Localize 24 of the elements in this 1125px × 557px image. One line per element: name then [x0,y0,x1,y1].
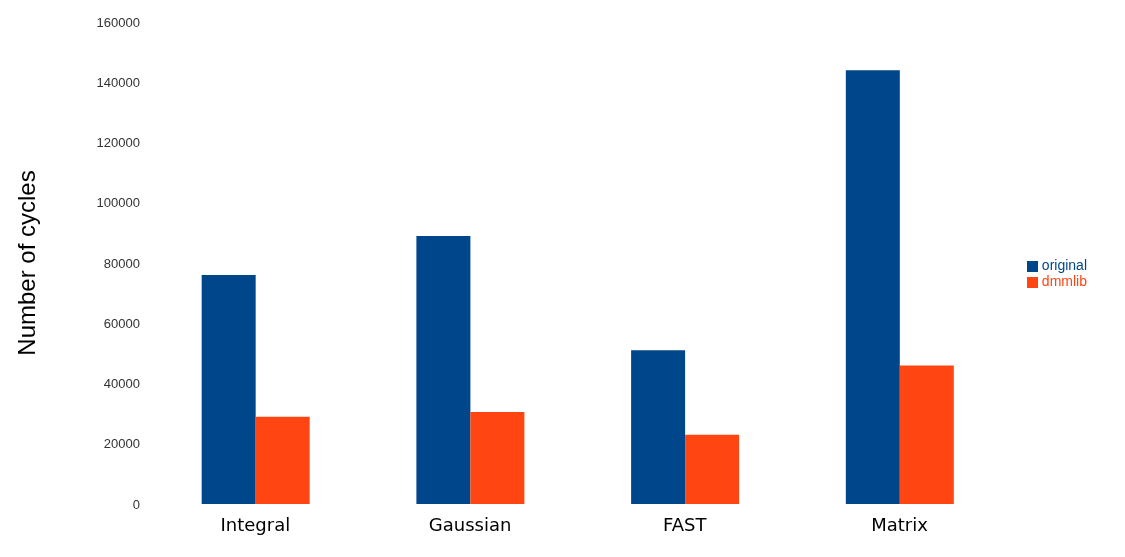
bar [685,434,740,504]
bar [416,235,471,504]
bar [899,365,954,504]
x-tick-label: Integral [220,513,291,535]
x-tick-label: Matrix [871,513,929,535]
y-tick-label: 0 [132,496,140,512]
bar [845,70,900,504]
bar [631,350,686,504]
y-tick-label: 160000 [96,14,140,30]
bar [201,275,256,504]
legend-label: dmmlib [1041,273,1087,289]
x-tick-label: FAST [663,513,708,535]
y-axis-title: Number of cycles [12,170,40,356]
y-tick-label: 60000 [103,315,140,331]
bar [255,416,310,504]
bar [470,412,525,504]
x-tick-label: Gaussian [428,513,512,535]
y-tick-label: 140000 [96,74,140,90]
y-tick-label: 20000 [103,436,140,452]
y-tick-label: 120000 [96,135,140,151]
y-tick-label: 40000 [103,376,140,392]
y-tick-label: 100000 [96,195,140,211]
y-tick-label: 80000 [103,255,140,271]
legend-label: original [1041,257,1087,273]
